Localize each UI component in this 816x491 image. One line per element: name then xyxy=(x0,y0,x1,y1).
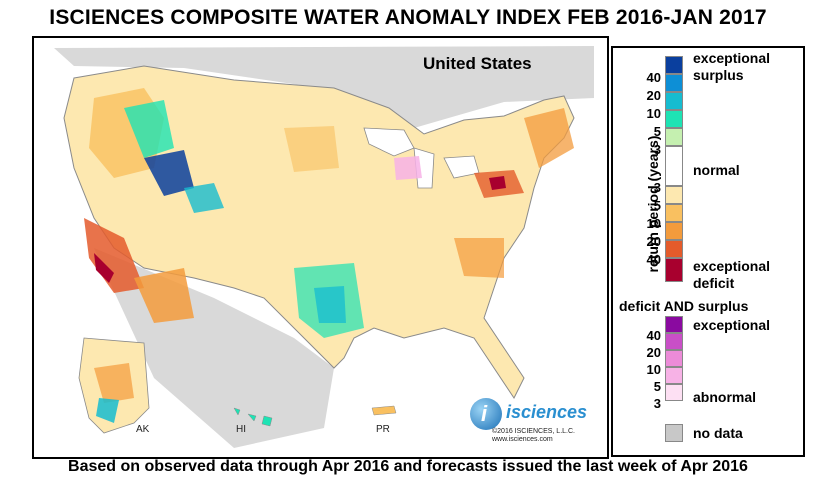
southern-california-exceptional xyxy=(94,253,114,283)
legend-tick-surplus-40: 40 xyxy=(646,70,661,85)
legend-swatch-both-40 xyxy=(665,316,683,333)
legend-swatch-deficit-5 xyxy=(665,204,683,222)
legend-tick-both-3: 3 xyxy=(653,396,661,411)
northern-plains-deficit xyxy=(284,126,339,172)
footer-note: Based on observed data through Apr 2016 … xyxy=(68,458,748,475)
brand-url: www.isciences.com xyxy=(492,436,553,443)
legend-tick-both-10: 10 xyxy=(646,362,661,377)
wyoming-surplus xyxy=(184,183,224,213)
legend-surplus-label: exceptional xyxy=(693,50,771,66)
northwest-surplus xyxy=(124,100,174,158)
legend-swatch-surplus-3 xyxy=(665,128,683,146)
legend-tick-deficit-5: 5 xyxy=(653,198,661,213)
southeast-deficit xyxy=(454,238,504,278)
legend-swatch-deficit-10 xyxy=(665,222,683,240)
legend-swatch-nodata xyxy=(665,424,683,442)
inset-label-hi: HI xyxy=(236,424,246,435)
great-lakes xyxy=(363,127,415,157)
legend-both-bottom-label: abnormal xyxy=(693,389,757,405)
legend-swatch-deficit-3 xyxy=(665,186,683,204)
idaho-wyoming-surplus xyxy=(144,150,194,196)
legend-surplus-label-2: surplus xyxy=(693,67,744,83)
legend-swatch-deficit-20 xyxy=(665,240,683,258)
legend-tick-both-5: 5 xyxy=(653,379,661,394)
legend-swatch-both-20 xyxy=(665,333,683,350)
isciences-logo-mark: i xyxy=(470,398,502,430)
legend-tick-deficit-40: 40 xyxy=(646,252,661,267)
legend-tick-deficit-3: 3 xyxy=(653,180,661,195)
hawaii-inset xyxy=(233,407,273,427)
legend-deficit-label-2: deficit xyxy=(693,275,735,291)
legend-swatch-both-3 xyxy=(665,384,683,401)
legend-tick-surplus-20: 20 xyxy=(646,88,661,103)
alaska-deficit xyxy=(94,363,134,403)
northeast-deficit xyxy=(524,108,574,168)
brand-name: isciences xyxy=(506,402,588,422)
legend-tick-both-20: 20 xyxy=(646,345,661,360)
arizona-deficit xyxy=(134,268,194,323)
legend-normal-label: normal xyxy=(693,162,740,178)
legend-swatch-normal xyxy=(665,146,683,186)
isciences-logo: i isciences ©2016 ISCIENCES, L.L.C. www.… xyxy=(470,398,590,448)
copyright-text: ©2016 ISCIENCES, L.L.C. xyxy=(492,428,575,435)
legend-swatch-surplus-5 xyxy=(665,110,683,128)
pennsylvania-exceptional xyxy=(489,176,506,190)
legend-swatch-deficit-40 xyxy=(665,258,683,282)
legend-swatch-surplus-40 xyxy=(665,56,683,74)
legend-tick-surplus-5: 5 xyxy=(653,124,661,139)
legend-swatch-surplus-20 xyxy=(665,74,683,92)
anomaly-map xyxy=(34,38,607,457)
michigan-mixed xyxy=(394,156,422,180)
conus-landmass xyxy=(63,65,575,399)
region-label: United States xyxy=(423,54,532,73)
legend-tick-surplus-10: 10 xyxy=(646,106,661,121)
inset-label-ak: AK xyxy=(136,424,150,435)
legend-tick-both-40: 40 xyxy=(646,328,661,343)
legend-both-top-label: exceptional xyxy=(693,317,771,333)
legend-tick-deficit-10: 10 xyxy=(646,216,661,231)
page-title: ISCIENCES COMPOSITE WATER ANOMALY INDEX … xyxy=(49,6,767,29)
legend-tick-surplus-3: 3 xyxy=(653,142,661,157)
legend-tick-deficit-20: 20 xyxy=(646,234,661,249)
brand-copyright: ©2016 ISCIENCES, L.L.C. www.isciences.co… xyxy=(492,428,575,444)
texas-core-surplus xyxy=(314,286,346,323)
legend-swatch-both-10 xyxy=(665,350,683,367)
legend-both-title: deficit AND surplus xyxy=(619,298,749,314)
legend-nodata-label: no data xyxy=(693,425,743,441)
california-deficit xyxy=(84,218,144,293)
alaska-surplus xyxy=(96,398,119,423)
puerto-rico-inset xyxy=(371,405,397,416)
legend-deficit-label: exceptional xyxy=(693,258,771,274)
legend-swatch-both-5 xyxy=(665,367,683,384)
inset-label-pr: PR xyxy=(376,424,390,435)
map-panel: United States AK HI PR i isciences ©2016… xyxy=(32,36,609,459)
legend-panel: return period (years) exceptional surplu… xyxy=(611,46,805,457)
legend-swatch-surplus-10 xyxy=(665,92,683,110)
